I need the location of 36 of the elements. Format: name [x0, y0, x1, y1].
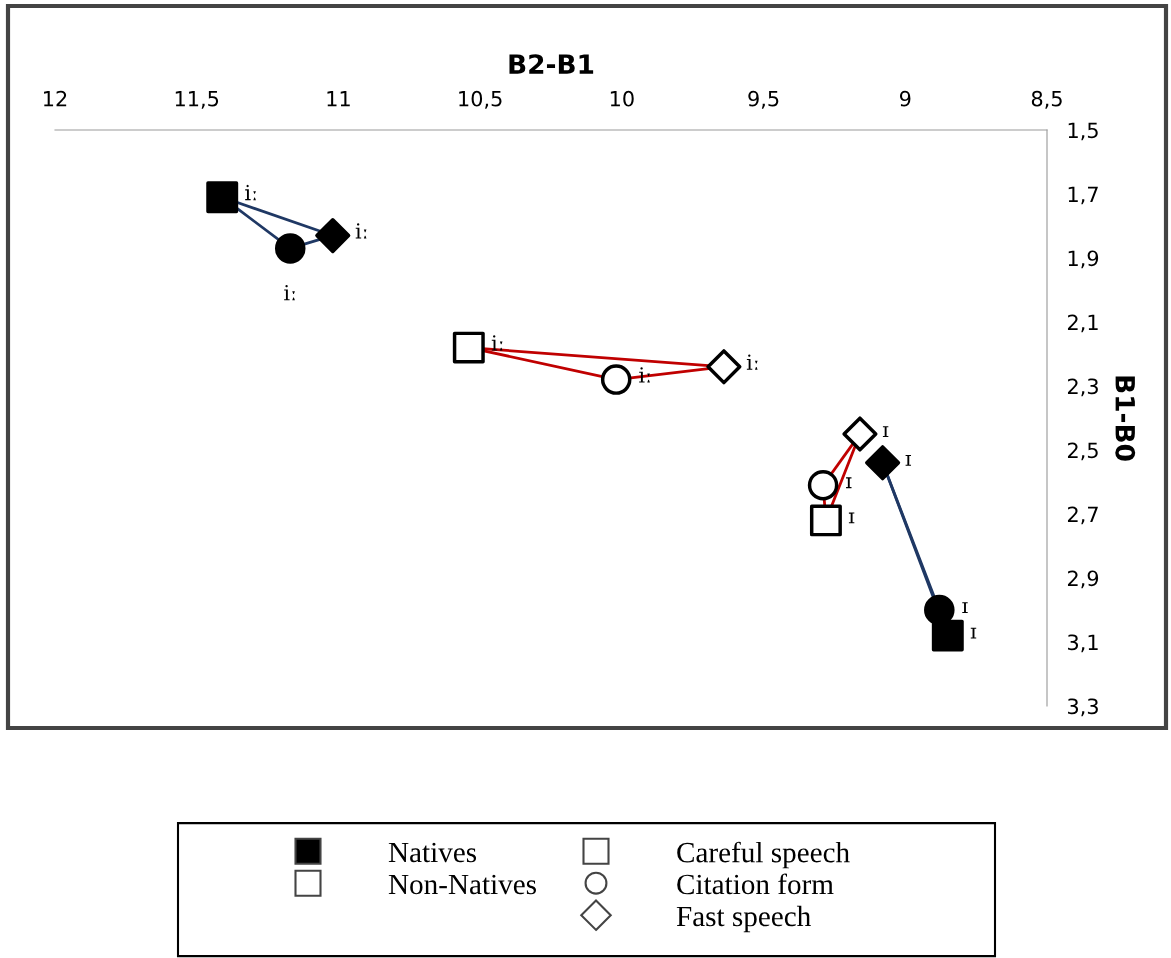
text: Natives	[388, 842, 477, 863]
text: Citation form	[677, 873, 834, 895]
x-tick-label: 10,5	[459, 90, 502, 109]
annotation: ɪ	[962, 602, 968, 613]
y-tick-label: 2,9	[1067, 570, 1099, 589]
x-tick-label: 11	[327, 91, 350, 107]
x-tick-label: 8,5	[1031, 90, 1062, 109]
annotation: iː	[491, 335, 503, 351]
annotation: iː	[245, 184, 256, 201]
x-tick-label: 12	[44, 90, 67, 107]
y-axis-title: B1-B0	[1115, 376, 1136, 461]
x-tick-label: 9	[899, 90, 911, 107]
annotation: ɪ	[848, 512, 855, 524]
y-tick-label: 2,3	[1067, 378, 1098, 397]
annotation: ɪ	[882, 426, 889, 437]
annotation: ɪ	[970, 627, 977, 639]
y-tick-label: 1,9	[1068, 250, 1099, 269]
text: Fast speech	[676, 905, 811, 933]
y-tick-label: 3,1	[1068, 634, 1098, 653]
y-tick-label: 2,1	[1067, 314, 1098, 333]
annotation: iː	[746, 354, 758, 370]
annotation: ɪ	[846, 477, 852, 489]
x-tick-label: 10	[610, 90, 634, 107]
text: Careful speech	[677, 841, 850, 869]
y-tick-label: 1,7	[1068, 186, 1098, 205]
y-tick-label: 3,3	[1068, 698, 1098, 717]
x-axis-title: B2-B1	[509, 54, 594, 74]
x-tick-label: 9,5	[748, 90, 779, 109]
annotation: iː	[355, 223, 367, 239]
text: Non-Natives	[388, 874, 536, 895]
y-tick-label: 1,5	[1068, 122, 1098, 141]
y-tick-label: 2,5	[1067, 442, 1098, 461]
y-tick-label: 2,7	[1067, 506, 1098, 525]
x-tick-label: 11,5	[175, 91, 219, 109]
annotation: iː	[284, 285, 295, 301]
annotation: ɪ	[905, 454, 912, 466]
